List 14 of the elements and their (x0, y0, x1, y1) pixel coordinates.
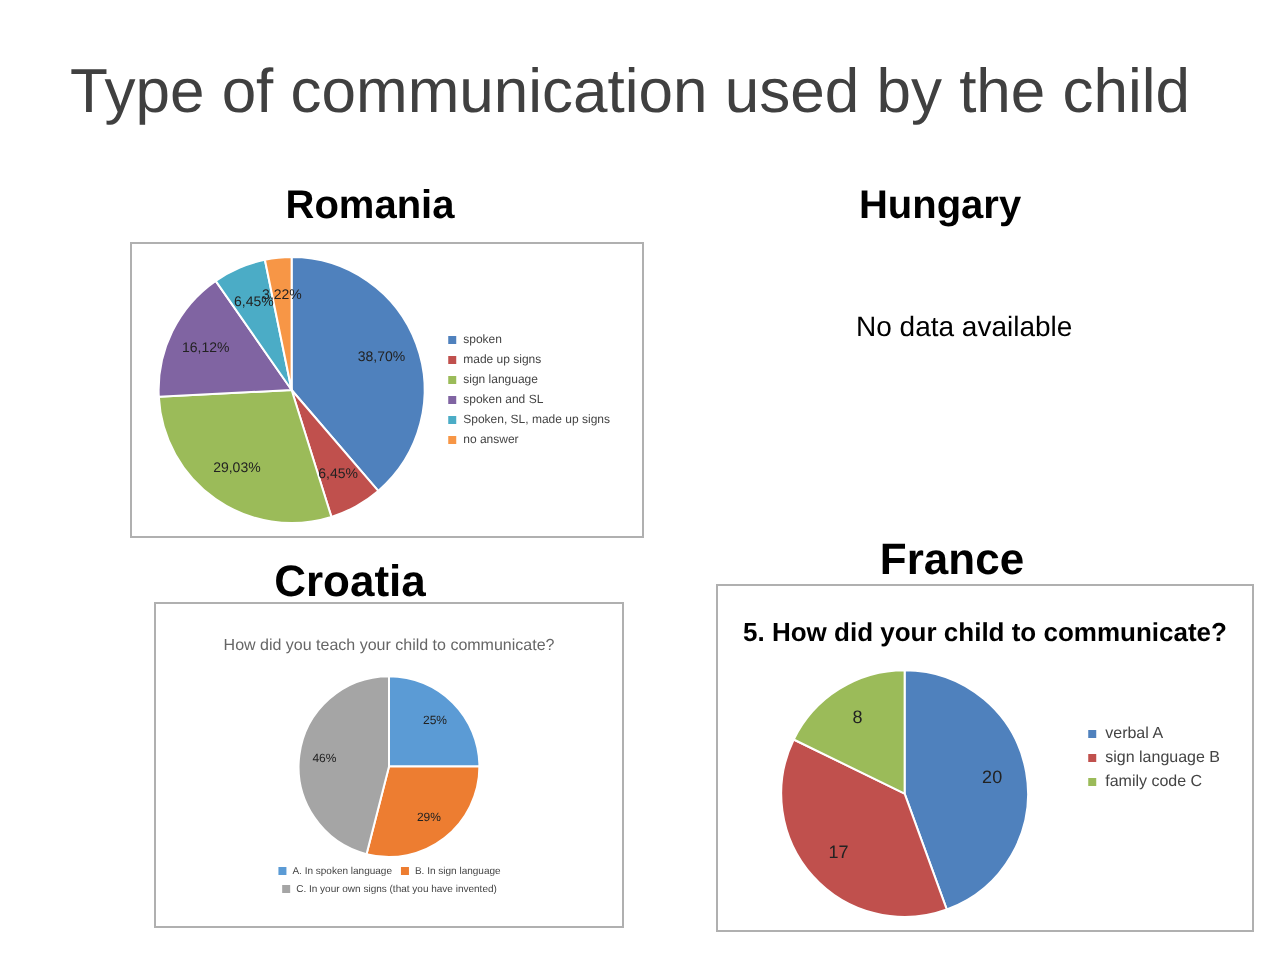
legend-label: verbal A (1105, 724, 1165, 743)
chart-subtitle: How did you teach your child to communicate? (223, 636, 556, 655)
chart-title: Romania (283, 184, 457, 230)
data-label: 8 (852, 707, 863, 728)
text: Type of communication used by the child (70, 56, 1191, 128)
chart-subtitle: 5. How did your child to communicate? (743, 616, 1228, 647)
text: Hungary (856, 184, 1024, 230)
legend-label: sign language B (1105, 748, 1221, 767)
data-label: 17 (828, 842, 849, 863)
data-label: 20 (982, 767, 1003, 788)
chart-title: France (877, 534, 1027, 586)
text: No data available (856, 310, 1073, 342)
legend-label: family code C (1105, 772, 1203, 791)
chart-title: Croatia (272, 556, 428, 608)
